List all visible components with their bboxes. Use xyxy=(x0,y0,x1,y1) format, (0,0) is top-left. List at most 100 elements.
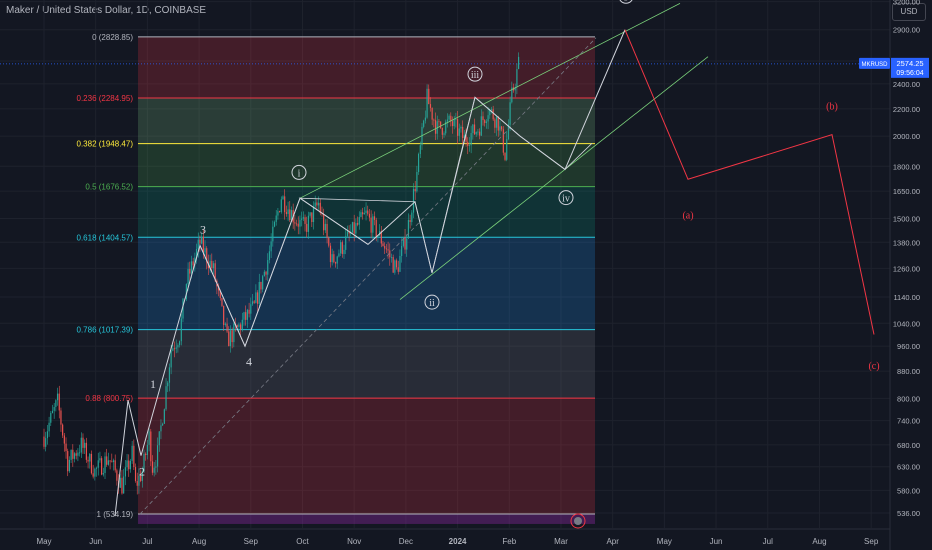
candle-body xyxy=(311,212,313,223)
candle-body xyxy=(434,120,437,134)
candle-body xyxy=(155,466,157,468)
candle-body xyxy=(75,453,77,456)
x-tick-label: May xyxy=(36,537,51,546)
candle-body xyxy=(502,129,504,153)
candle-body xyxy=(136,481,138,486)
y-tick-label: 1800.00 xyxy=(893,162,920,171)
x-tick-label: Jun xyxy=(710,537,723,546)
candle-body xyxy=(62,424,64,436)
y-tick-label: 2200.00 xyxy=(893,105,920,114)
candle-body xyxy=(151,461,154,473)
fib-level-label: 0.786 (1017.39) xyxy=(77,326,134,335)
wave-label: iii xyxy=(471,70,480,81)
candle-body xyxy=(441,127,443,135)
candle-body xyxy=(465,135,467,142)
candle-body xyxy=(102,473,104,475)
candle-body xyxy=(163,409,165,424)
candle-body xyxy=(270,241,272,252)
fib-zone xyxy=(138,513,595,524)
candle-body xyxy=(245,312,247,320)
candle-body xyxy=(89,453,91,462)
candle-body xyxy=(92,473,94,477)
candle-body xyxy=(268,251,271,261)
candle-body xyxy=(480,116,482,136)
candle-body xyxy=(312,206,315,223)
y-tick-label: 630.00 xyxy=(897,463,920,472)
candle-body xyxy=(63,435,65,444)
candle-body xyxy=(195,249,198,258)
x-tick-label: Jul xyxy=(763,537,773,546)
candle-body xyxy=(170,350,172,368)
candle-body xyxy=(297,223,299,227)
candle-body xyxy=(340,242,342,254)
candle-body xyxy=(314,202,316,207)
candle-body xyxy=(212,263,215,269)
currency-button[interactable]: USD xyxy=(892,3,926,21)
candle-body xyxy=(416,171,418,192)
x-tick-label: Apr xyxy=(606,537,619,546)
candle-body xyxy=(173,348,176,350)
candle-body xyxy=(414,188,416,192)
candle-body xyxy=(468,145,471,147)
candle-body xyxy=(497,116,499,131)
fib-zone xyxy=(138,237,595,330)
candle-body xyxy=(489,109,491,116)
candle-body xyxy=(346,231,349,237)
candle-body xyxy=(146,444,148,456)
candle-body xyxy=(141,471,143,481)
y-tick-label: 536.00 xyxy=(897,509,920,518)
candle-body xyxy=(453,119,455,127)
candle-body xyxy=(511,87,513,103)
candle-body xyxy=(509,102,511,125)
x-tick-label: Aug xyxy=(812,537,826,546)
candle-body xyxy=(138,475,140,486)
candle-body xyxy=(243,312,245,320)
x-tick-label: Dec xyxy=(399,537,413,546)
candle-body xyxy=(490,109,493,111)
candle-body xyxy=(390,257,393,258)
candle-body xyxy=(377,235,379,238)
candle-body xyxy=(175,347,177,349)
y-tick-label: 680.00 xyxy=(897,441,920,450)
fib-level-label: 0.236 (2284.95) xyxy=(77,94,134,103)
candle-body xyxy=(402,237,404,246)
candle-body xyxy=(417,154,420,172)
candle-body xyxy=(94,468,96,477)
candle-body xyxy=(95,467,98,469)
candle-body xyxy=(407,220,410,239)
candle-body xyxy=(284,196,286,213)
candle-body xyxy=(279,211,281,213)
candle-body xyxy=(477,131,479,133)
x-tick-label: Nov xyxy=(347,537,361,546)
candle-body xyxy=(187,268,189,285)
candle-body xyxy=(518,56,520,70)
candle-body xyxy=(87,459,89,462)
candle-body xyxy=(107,460,110,465)
candle-body xyxy=(455,119,457,120)
symbol-tag-label: MKRUSD xyxy=(861,62,888,68)
candle-body xyxy=(273,221,276,227)
candle-body xyxy=(470,133,472,146)
candle-body xyxy=(226,323,228,332)
candle-body xyxy=(445,121,447,134)
candle-body xyxy=(84,442,86,448)
candle-body xyxy=(153,467,155,473)
candle-body xyxy=(70,449,72,460)
y-tick-label: 800.00 xyxy=(897,394,920,403)
dashed-trend-line xyxy=(139,37,597,515)
candle-body xyxy=(317,202,320,206)
candle-body xyxy=(404,237,406,250)
candle-body xyxy=(487,115,489,122)
candle-body xyxy=(46,431,48,439)
candle-body xyxy=(211,260,213,269)
candle-body xyxy=(316,202,318,206)
candle-body xyxy=(394,260,396,273)
candle-body xyxy=(412,188,415,213)
candle-body xyxy=(392,257,394,273)
candle-body xyxy=(473,124,476,135)
candle-body xyxy=(429,104,432,108)
candle-body xyxy=(158,431,160,446)
candle-body xyxy=(355,223,357,234)
